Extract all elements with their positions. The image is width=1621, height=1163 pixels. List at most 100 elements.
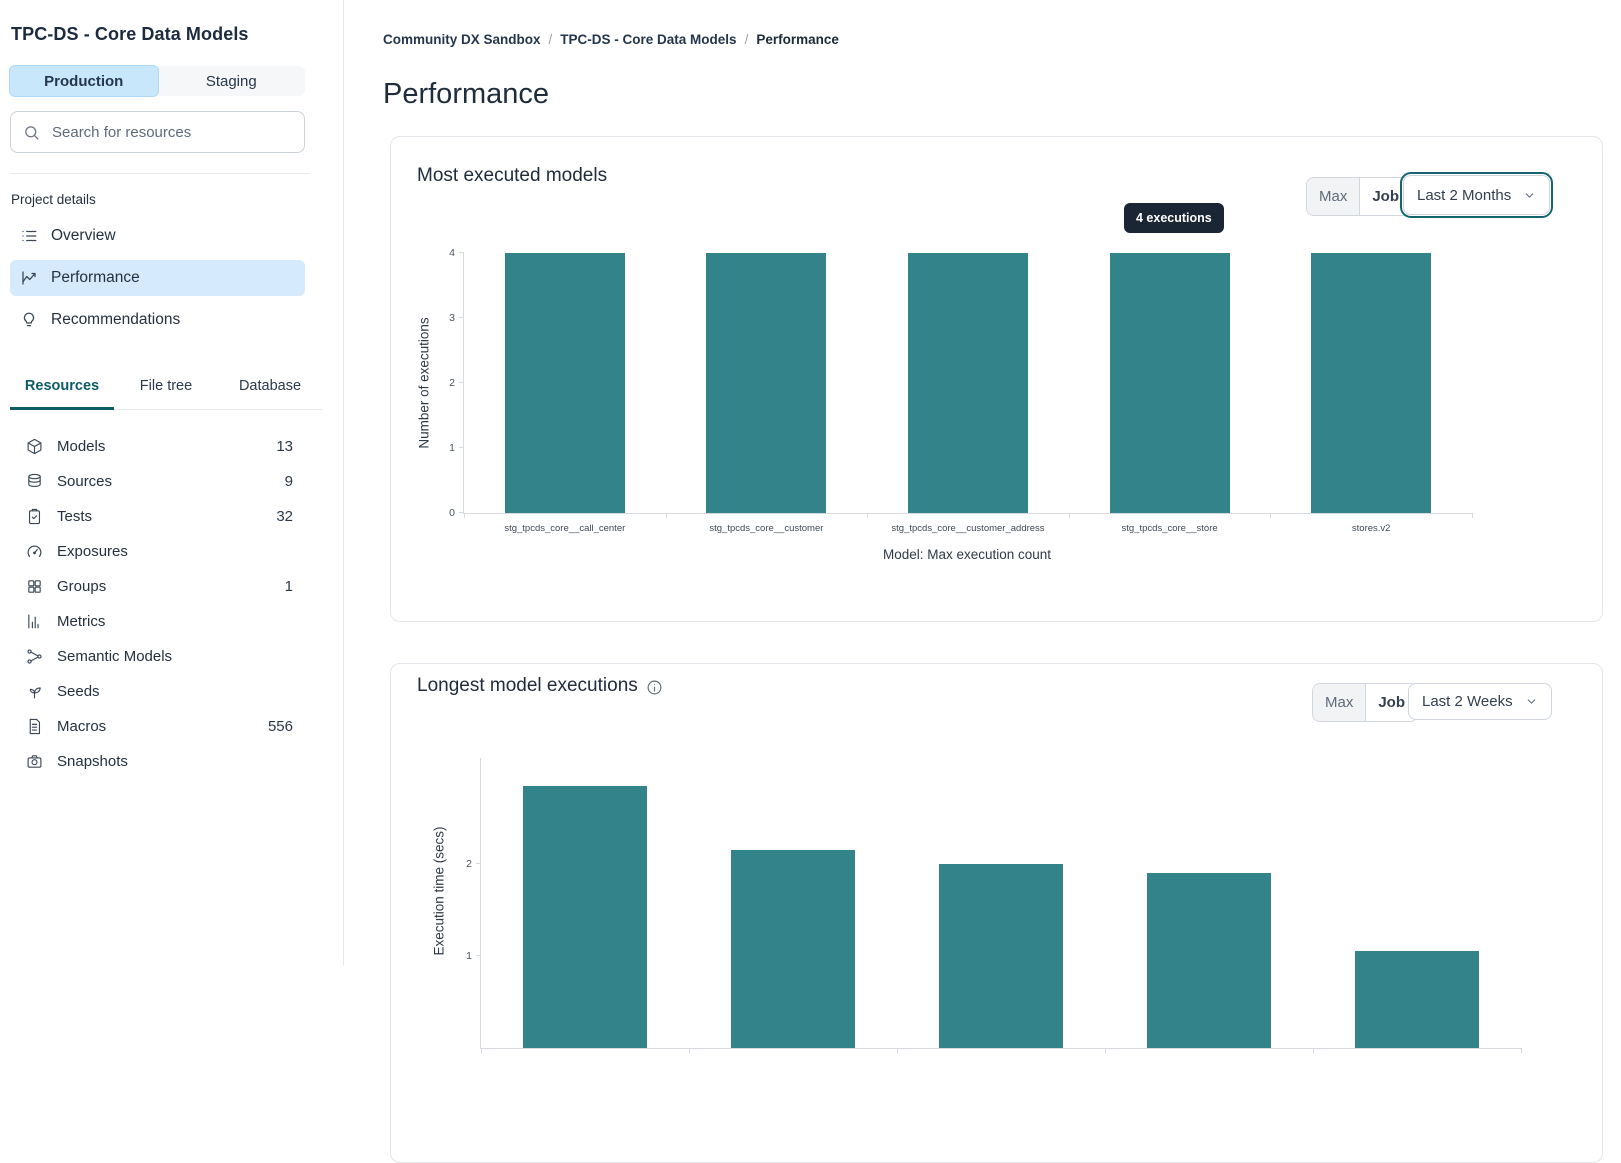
y-tick-mark (476, 863, 481, 864)
sidebar: TPC-DS - Core Data Models Production Sta… (0, 0, 344, 966)
time-range-dropdown[interactable]: Last 2 Weeks (1408, 683, 1552, 720)
bar[interactable] (939, 864, 1063, 1048)
max-button[interactable]: Max (1307, 178, 1360, 215)
bar[interactable] (908, 253, 1028, 513)
resource-search[interactable] (10, 111, 305, 153)
time-range-value: Last 2 Weeks (1422, 693, 1513, 710)
resource-label: Semantic Models (57, 648, 173, 665)
y-tick-label: 1 (449, 442, 455, 454)
sidebar-item-groups[interactable]: Groups 1 (10, 569, 310, 604)
env-tab-production[interactable]: Production (9, 65, 159, 97)
resource-label: Sources (57, 473, 113, 490)
sprout-icon (26, 683, 43, 700)
sidebar-item-sources[interactable]: Sources 9 (10, 464, 310, 499)
time-range-dropdown[interactable]: Last 2 Months (1399, 171, 1554, 219)
y-tick-mark (459, 317, 464, 318)
chevron-down-icon (1525, 695, 1538, 708)
sidebar-item-models[interactable]: Models 13 (10, 429, 310, 464)
max-button[interactable]: Max (1313, 684, 1366, 721)
y-tick-label: 1 (466, 950, 472, 962)
sidebar-item-recommendations[interactable]: Recommendations (10, 302, 305, 338)
longest-model-executions-card: Longest model executions Max Job Last 2 … (390, 663, 1603, 1163)
breadcrumb: Community DX Sandbox / TPC-DS - Core Dat… (383, 32, 839, 47)
sidebar-item-snapshots[interactable]: Snapshots (10, 744, 310, 779)
bar[interactable] (1311, 253, 1432, 513)
line-chart-icon (20, 269, 38, 287)
bar[interactable] (1109, 253, 1230, 513)
breadcrumb-current: Performance (756, 32, 839, 47)
y-tick-mark (459, 252, 464, 253)
lightbulb-icon (20, 311, 38, 329)
bar-chart-icon (26, 613, 43, 630)
breadcrumb-separator: / (548, 32, 553, 47)
resource-label: Macros (57, 718, 107, 735)
bar[interactable] (1147, 873, 1271, 1048)
x-tick-mark (1472, 513, 1473, 518)
sidebar-item-performance[interactable]: Performance (10, 260, 305, 296)
y-tick-label: 3 (449, 312, 455, 324)
breadcrumb-link-project[interactable]: TPC-DS - Core Data Models (560, 32, 737, 47)
cube-icon (26, 438, 43, 455)
bar[interactable] (731, 850, 855, 1048)
main-content: Community DX Sandbox / TPC-DS - Core Dat… (345, 0, 1621, 1163)
nav-label: Performance (51, 269, 140, 286)
resource-count: 556 (267, 718, 293, 735)
sidebar-item-metrics[interactable]: Metrics (10, 604, 310, 639)
y-axis-label: Number of executions (416, 317, 432, 449)
sidebar-item-exposures[interactable]: Exposures (10, 534, 310, 569)
resource-count: 1 (284, 578, 293, 595)
y-tick-mark (476, 955, 481, 956)
x-axis-label: Model: Max execution count (882, 547, 1052, 562)
bar[interactable] (523, 785, 647, 1048)
resource-tabs: Resources File tree Database (10, 368, 322, 410)
sidebar-item-overview[interactable]: Overview (10, 218, 305, 254)
env-tab-staging[interactable]: Staging (205, 72, 257, 90)
list-icon (20, 227, 38, 245)
resource-count: 9 (284, 473, 293, 490)
resource-label: Exposures (57, 543, 128, 560)
x-tick-label: stg_tpcds_core__store (1121, 523, 1218, 534)
max-job-segmented-control: Max Job (1312, 683, 1419, 722)
sidebar-divider (10, 173, 310, 174)
y-tick-mark (459, 382, 464, 383)
sidebar-item-semantic-models[interactable]: Semantic Models (10, 639, 310, 674)
tab-database[interactable]: Database (238, 378, 302, 394)
nav-label: Recommendations (51, 311, 181, 328)
x-tick-label: stores.v2 (1351, 523, 1391, 534)
x-tick-mark (1521, 1048, 1522, 1053)
y-tick-mark (459, 447, 464, 448)
x-tick-mark (1313, 1048, 1314, 1053)
max-job-segmented-control: Max Job (1306, 177, 1413, 216)
info-icon[interactable] (646, 679, 663, 696)
sidebar-item-seeds[interactable]: Seeds (10, 674, 310, 709)
bar[interactable] (706, 253, 827, 513)
time-range-value: Last 2 Months (1417, 186, 1512, 204)
page-title: Performance (383, 78, 550, 111)
y-tick-label: 0 (449, 507, 455, 519)
resource-list: Models 13 Sources 9 Tests 32 Exposures G… (10, 429, 310, 779)
breadcrumb-separator: / (744, 32, 749, 47)
database-icon (26, 473, 43, 490)
sidebar-item-tests[interactable]: Tests 32 (10, 499, 310, 534)
project-title: TPC-DS - Core Data Models (11, 24, 249, 44)
chart-title: Most executed models (417, 165, 608, 186)
gauge-icon (26, 543, 43, 560)
search-input[interactable] (50, 122, 292, 142)
resource-label: Groups (57, 578, 107, 595)
bar[interactable] (504, 253, 625, 513)
sidebar-item-macros[interactable]: Macros 556 (10, 709, 310, 744)
tab-file-tree[interactable]: File tree (139, 378, 193, 394)
bar-chart: 0 1 2 3 4 stg_tpcds_core__call_center stg_tpcd… (449, 247, 1473, 534)
y-tick-mark (459, 512, 464, 513)
chart-tooltip: 4 executions (1124, 203, 1224, 233)
x-tick-label: stg_tpcds_core__call_center (504, 523, 626, 534)
resource-label: Seeds (57, 683, 100, 700)
nav-label: Overview (51, 227, 116, 244)
y-tick-label: 2 (449, 377, 455, 389)
x-tick-mark (1270, 513, 1271, 518)
tab-resources[interactable]: Resources (10, 368, 114, 410)
breadcrumb-link-account[interactable]: Community DX Sandbox (383, 32, 541, 47)
job-button[interactable]: Job (1359, 178, 1412, 215)
grid-icon (26, 578, 43, 595)
